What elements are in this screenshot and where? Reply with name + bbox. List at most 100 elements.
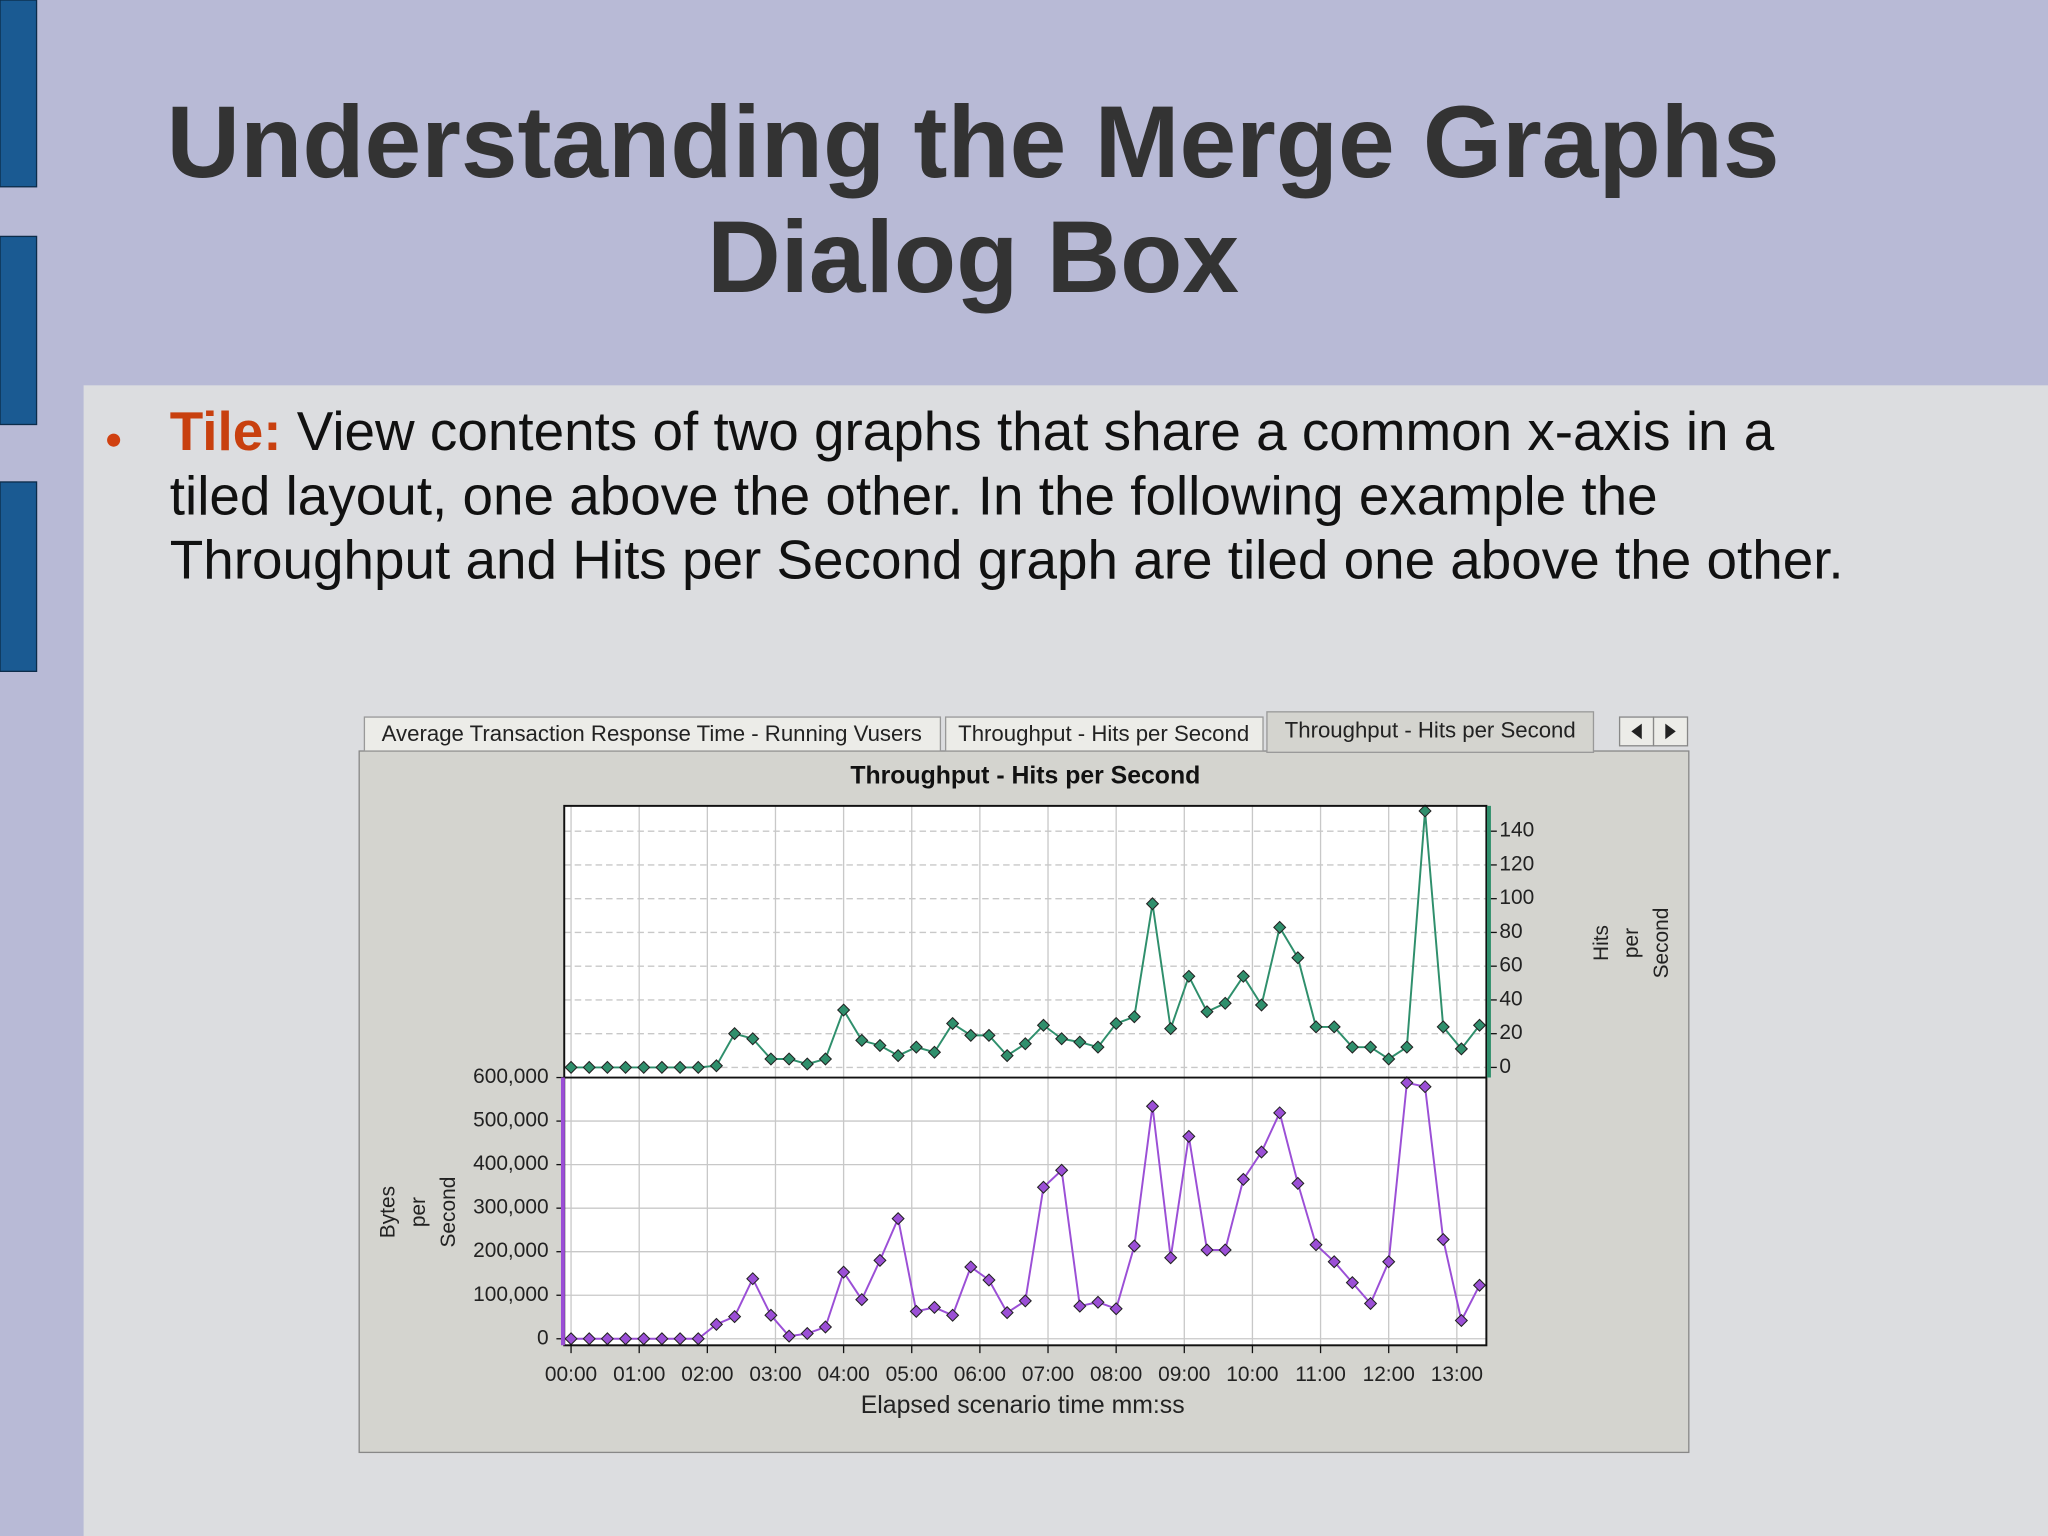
data-point [1073,1035,1087,1049]
y2-tick-label: 100 [1499,886,1534,909]
data-point [1036,1180,1051,1194]
data-point [1400,1076,1414,1090]
data-point [982,1273,996,1287]
data-point [1091,1295,1105,1309]
data-point [1472,1018,1487,1032]
y2-axis-label: Second [1650,908,1673,979]
data-point [836,1003,851,1017]
data-point [1400,1040,1414,1054]
data-point [946,1016,960,1031]
data-point [1472,1278,1487,1292]
data-point [1363,1296,1378,1311]
bullet-text: View contents of two graphs that share a… [297,401,1775,463]
data-point [1164,1251,1178,1265]
data-point [1291,951,1305,965]
data-point [1436,1020,1450,1034]
data-point [982,1028,996,1042]
data-point [637,1060,651,1075]
data-point [1182,1129,1196,1143]
y2-tick-label: 40 [1499,987,1522,1010]
x-tick-label: 08:00 [1090,1363,1142,1386]
side-bar [0,481,38,672]
y-axis-label: per [407,1197,430,1227]
y2-tick-label: 20 [1499,1021,1522,1044]
data-point [1291,1176,1305,1190]
x-tick-label: 12:00 [1363,1363,1415,1386]
data-point [927,1045,942,1059]
data-point [764,1308,778,1322]
data-point [1000,1306,1014,1320]
y-axis-label: Bytes [377,1186,400,1238]
bullet-label: Tile: [170,401,282,463]
slide-title: Dialog Box [707,200,1239,314]
bullet-dot [107,433,121,447]
data-point [1127,1239,1141,1253]
y-tick-label: 100,000 [473,1283,548,1306]
data-point [1164,1021,1178,1036]
data-point [1145,897,1160,911]
x-tick-label: 02:00 [681,1363,733,1386]
y-tick-label: 500,000 [473,1109,548,1132]
data-point [1218,1243,1232,1257]
x-tick-label: 06:00 [954,1363,1006,1386]
data-point [582,1060,596,1075]
bullet-line: Throughput and Hits per Second graph are… [170,529,1844,591]
data-point [1382,1052,1396,1066]
plot-border [563,804,1488,1347]
data-point [1254,998,1269,1012]
data-point [709,1317,724,1332]
data-point [818,1320,833,1334]
x-tick-label: 03:00 [749,1363,801,1386]
data-point [1327,1020,1341,1034]
y-tick-label: 400,000 [473,1152,548,1175]
tab-label: Average Transaction Response Time - Runn… [382,721,922,746]
x-tick-label: 04:00 [817,1363,869,1386]
side-bar [0,235,38,426]
data-point [1018,1037,1032,1051]
data-point [818,1052,833,1066]
data-point [673,1060,687,1075]
data-point [836,1265,851,1279]
data-point [618,1060,633,1075]
data-point [1145,1099,1160,1113]
data-point [964,1028,978,1042]
data-point [855,1033,869,1048]
data-point [1018,1294,1032,1308]
x-tick-label: 00:00 [545,1363,597,1386]
data-point [1091,1040,1105,1054]
data-point [1236,1172,1250,1187]
data-point [927,1300,942,1315]
x-tick-label: 07:00 [1022,1363,1074,1386]
bullet-line: tiled layout, one above the other. In th… [170,465,1658,527]
plot-area [564,805,1487,1346]
data-point [1418,1080,1432,1094]
data-point [727,1309,742,1324]
data-point [909,1304,923,1318]
data-point [1345,1040,1359,1054]
data-point [746,1272,760,1286]
data-point [873,1038,887,1053]
data-point [1200,1005,1214,1019]
y2-tick-label: 80 [1499,920,1522,943]
y-axis-label: Second [437,1177,460,1248]
data-point [564,1060,578,1075]
data-point [1309,1020,1323,1034]
data-point [764,1052,778,1066]
data-point [1000,1048,1014,1063]
tab-active[interactable] [1266,711,1595,753]
y2-tick-label: 0 [1499,1055,1511,1078]
data-point [691,1060,705,1075]
y-tick-label: 300,000 [473,1196,548,1219]
data-point [655,1060,669,1075]
data-point [1236,969,1250,983]
tab[interactable] [944,716,1264,752]
data-point [946,1308,960,1322]
x-axis-label: Elapsed scenario time mm:ss [861,1392,1185,1419]
data-point [746,1032,760,1046]
y-tick-label: 600,000 [473,1065,548,1088]
data-point [600,1060,615,1075]
data-point [873,1253,887,1268]
tab-label: Throughput - Hits per Second [1285,717,1576,742]
slide-title: Understanding the Merge Graphs [167,85,1780,199]
tab[interactable] [363,716,942,752]
